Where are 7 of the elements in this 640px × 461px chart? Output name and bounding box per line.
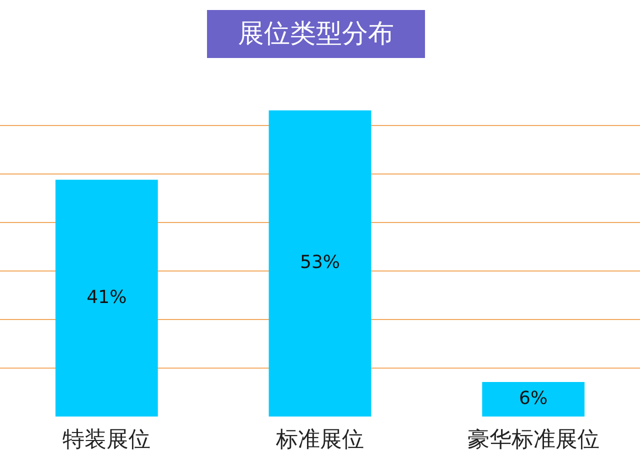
data-label: 6% bbox=[519, 388, 548, 409]
data-label: 41% bbox=[86, 286, 127, 308]
x-tick-label: 标准展位 bbox=[275, 428, 364, 453]
x-tick-label: 特装展位 bbox=[62, 428, 151, 453]
data-label: 53% bbox=[300, 252, 340, 274]
chart-title: 展位类型分布 bbox=[207, 10, 425, 58]
x-tick-label: 豪华标准展位 bbox=[467, 428, 600, 453]
